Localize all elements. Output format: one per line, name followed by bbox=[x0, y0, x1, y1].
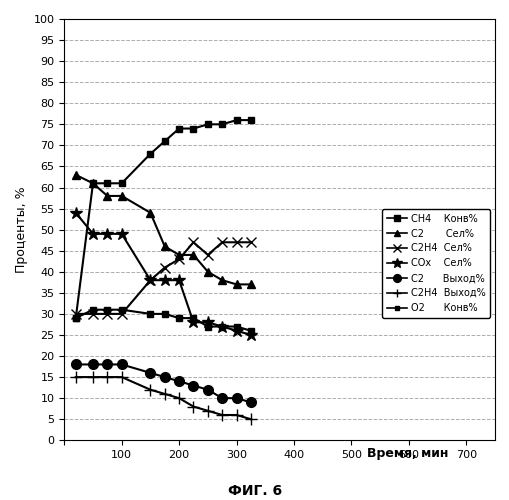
COx    Сел% bbox=[147, 277, 153, 283]
COx    Сел% bbox=[176, 277, 182, 283]
C2       Сел% bbox=[104, 193, 110, 199]
Y-axis label: Проценты, %: Проценты, % bbox=[15, 186, 28, 273]
C2H4  Сел% bbox=[161, 264, 167, 270]
C2H4  Сел% bbox=[73, 311, 79, 317]
Line: CH4    Конв%: CH4 Конв% bbox=[72, 116, 254, 322]
COx    Сел% bbox=[119, 231, 125, 237]
C2      Выход% bbox=[233, 395, 239, 401]
C2      Выход% bbox=[176, 378, 182, 384]
Line: C2      Выход%: C2 Выход% bbox=[71, 360, 256, 407]
COx    Сел% bbox=[205, 320, 211, 326]
Line: C2H4  Выход%: C2H4 Выход% bbox=[70, 372, 256, 425]
COx    Сел% bbox=[104, 231, 110, 237]
C2H4  Выход% bbox=[119, 374, 125, 380]
C2H4  Выход% bbox=[205, 408, 211, 414]
C2      Выход% bbox=[205, 386, 211, 392]
O2      Конв% bbox=[233, 324, 239, 330]
CH4    Конв% bbox=[119, 180, 125, 186]
O2      Конв% bbox=[104, 306, 110, 312]
C2       Сел% bbox=[147, 210, 153, 216]
Text: ФИГ. 6: ФИГ. 6 bbox=[228, 484, 281, 498]
C2H4  Выход% bbox=[219, 412, 225, 418]
O2      Конв% bbox=[90, 306, 96, 312]
CH4    Конв% bbox=[233, 117, 239, 123]
C2H4  Выход% bbox=[104, 374, 110, 380]
C2      Выход% bbox=[219, 395, 225, 401]
C2H4  Выход% bbox=[90, 374, 96, 380]
C2      Выход% bbox=[190, 382, 196, 388]
O2      Конв% bbox=[119, 306, 125, 312]
Line: C2H4  Сел%: C2H4 Сел% bbox=[71, 238, 256, 319]
Text: Время, мин: Время, мин bbox=[366, 448, 448, 460]
C2       Сел% bbox=[190, 252, 196, 258]
C2       Сел% bbox=[219, 277, 225, 283]
C2H4  Сел% bbox=[247, 240, 253, 246]
C2      Выход% bbox=[147, 370, 153, 376]
C2       Сел% bbox=[90, 180, 96, 186]
C2H4  Сел% bbox=[119, 311, 125, 317]
CH4    Конв% bbox=[247, 117, 253, 123]
O2      Конв% bbox=[219, 324, 225, 330]
C2H4  Выход% bbox=[147, 386, 153, 392]
C2       Сел% bbox=[205, 269, 211, 275]
C2H4  Сел% bbox=[219, 240, 225, 246]
COx    Сел% bbox=[90, 231, 96, 237]
C2       Сел% bbox=[247, 282, 253, 288]
C2H4  Сел% bbox=[233, 240, 239, 246]
O2      Конв% bbox=[176, 315, 182, 321]
C2      Выход% bbox=[73, 362, 79, 368]
CH4    Конв% bbox=[161, 138, 167, 144]
Line: COx    Сел%: COx Сел% bbox=[69, 206, 257, 341]
C2H4  Сел% bbox=[104, 311, 110, 317]
C2H4  Сел% bbox=[190, 240, 196, 246]
CH4    Конв% bbox=[205, 122, 211, 128]
COx    Сел% bbox=[233, 328, 239, 334]
C2H4  Выход% bbox=[233, 412, 239, 418]
C2       Сел% bbox=[176, 252, 182, 258]
C2H4  Выход% bbox=[247, 416, 253, 422]
Line: O2      Конв%: O2 Конв% bbox=[73, 307, 253, 334]
O2      Конв% bbox=[247, 328, 253, 334]
O2      Конв% bbox=[73, 315, 79, 321]
C2      Выход% bbox=[161, 374, 167, 380]
C2       Сел% bbox=[119, 193, 125, 199]
COx    Сел% bbox=[247, 332, 253, 338]
CH4    Конв% bbox=[73, 315, 79, 321]
COx    Сел% bbox=[161, 277, 167, 283]
C2      Выход% bbox=[90, 362, 96, 368]
C2H4  Выход% bbox=[161, 391, 167, 397]
C2H4  Сел% bbox=[176, 256, 182, 262]
C2       Сел% bbox=[73, 172, 79, 178]
O2      Конв% bbox=[147, 311, 153, 317]
COx    Сел% bbox=[219, 324, 225, 330]
COx    Сел% bbox=[190, 320, 196, 326]
CH4    Конв% bbox=[104, 180, 110, 186]
O2      Конв% bbox=[161, 311, 167, 317]
C2H4  Выход% bbox=[73, 374, 79, 380]
O2      Конв% bbox=[190, 315, 196, 321]
C2H4  Сел% bbox=[205, 252, 211, 258]
C2       Сел% bbox=[233, 282, 239, 288]
CH4    Конв% bbox=[190, 126, 196, 132]
COx    Сел% bbox=[73, 210, 79, 216]
C2H4  Сел% bbox=[147, 277, 153, 283]
CH4    Конв% bbox=[219, 122, 225, 128]
CH4    Конв% bbox=[147, 151, 153, 157]
CH4    Конв% bbox=[90, 180, 96, 186]
Line: C2       Сел%: C2 Сел% bbox=[71, 170, 254, 288]
Legend: CH4    Конв%, C2       Сел%, C2H4  Сел%, COx    Сел%, C2      Выход%, C2H4  Выхо: CH4 Конв%, C2 Сел%, C2H4 Сел%, COx Сел%,… bbox=[382, 209, 489, 318]
C2      Выход% bbox=[119, 362, 125, 368]
O2      Конв% bbox=[205, 324, 211, 330]
C2H4  Выход% bbox=[190, 404, 196, 409]
CH4    Конв% bbox=[176, 126, 182, 132]
C2      Выход% bbox=[104, 362, 110, 368]
C2H4  Сел% bbox=[90, 311, 96, 317]
C2      Выход% bbox=[247, 400, 253, 406]
C2       Сел% bbox=[161, 244, 167, 250]
C2H4  Выход% bbox=[176, 395, 182, 401]
